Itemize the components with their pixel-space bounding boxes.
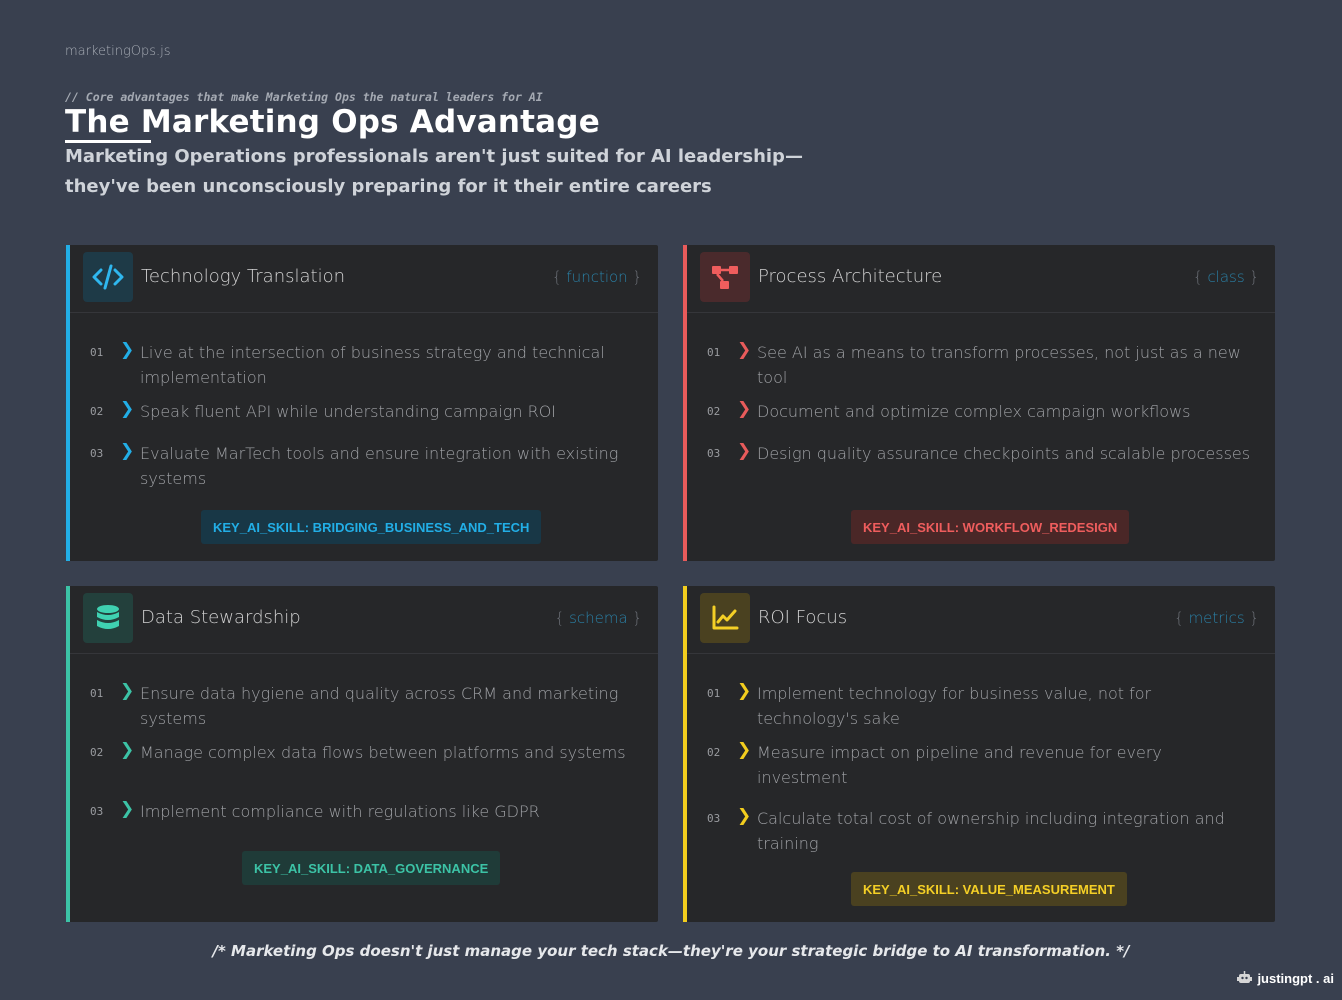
chevron-right-icon: ❯: [120, 399, 135, 419]
chevron-right-icon: ❯: [737, 806, 752, 826]
card-tag: { metrics }: [1174, 609, 1259, 627]
card-tag: { function }: [552, 268, 642, 286]
card-accent-bar: [66, 586, 70, 922]
card-title: Data Stewardship: [141, 607, 301, 628]
line-chart-icon: [700, 593, 750, 643]
card-header: ROI Focus { metrics }: [687, 586, 1275, 654]
chevron-right-icon: ❯: [120, 340, 135, 360]
card-process-architecture: Process Architecture { class } 01 ❯ See …: [683, 245, 1275, 561]
card-title: Process Architecture: [758, 266, 943, 287]
workflow-icon: [700, 252, 750, 302]
list-item: 02 ❯ Document and optimize complex campa…: [707, 399, 1191, 421]
card-accent-bar: [683, 245, 687, 561]
code-comment: // Core advantages that make Marketing O…: [65, 90, 543, 104]
card-roi-focus: ROI Focus { metrics } 01 ❯ Implement tec…: [683, 586, 1275, 922]
signature-text: justingpt . ai: [1257, 971, 1334, 986]
list-item: 01 ❯ See AI as a means to transform proc…: [707, 340, 1241, 387]
skill-badge: KEY_AI_SKILL: DATA_GOVERNANCE: [242, 851, 501, 885]
skill-badge: KEY_AI_SKILL: BRIDGING_BUSINESS_AND_TECH: [201, 510, 542, 544]
robot-icon: [1237, 970, 1253, 987]
page-title: The Marketing Ops Advantage: [65, 104, 600, 140]
list-item: 02 ❯ Measure impact on pipeline and reve…: [707, 740, 1162, 787]
card-accent-bar: [683, 586, 687, 922]
database-icon: [83, 593, 133, 643]
card-technology-translation: Technology Translation { function } 01 ❯…: [66, 245, 658, 561]
card-title: Technology Translation: [141, 266, 346, 287]
list-item: 01 ❯ Live at the intersection of busines…: [90, 340, 605, 387]
skill-badge: KEY_AI_SKILL: WORKFLOW_REDESIGN: [851, 510, 1130, 544]
card-tag: { class }: [1193, 268, 1259, 286]
chevron-right-icon: ❯: [120, 681, 135, 701]
list-item: 02 ❯ Manage complex data flows between p…: [90, 740, 626, 762]
card-header: Data Stewardship { schema }: [70, 586, 658, 654]
card-accent-bar: [66, 245, 70, 561]
footer-quote: /* Marketing Ops doesn't just manage you…: [212, 942, 1130, 960]
list-item: 03 ❯ Implement compliance with regulatio…: [90, 799, 540, 821]
card-title: ROI Focus: [758, 607, 848, 628]
skill-badge: KEY_AI_SKILL: VALUE_MEASUREMENT: [851, 872, 1127, 906]
list-item: 01 ❯ Implement technology for business v…: [707, 681, 1152, 728]
chevron-right-icon: ❯: [737, 740, 752, 760]
chevron-right-icon: ❯: [737, 441, 752, 461]
list-item: 01 ❯ Ensure data hygiene and quality acr…: [90, 681, 619, 728]
chevron-right-icon: ❯: [737, 399, 752, 419]
chevron-right-icon: ❯: [120, 740, 135, 760]
card-data-stewardship: Data Stewardship { schema } 01 ❯ Ensure …: [66, 586, 658, 922]
page-subtitle: Marketing Operations professionals aren'…: [65, 146, 803, 197]
chevron-right-icon: ❯: [120, 799, 135, 819]
card-tag: { schema }: [554, 609, 642, 627]
code-icon: [83, 252, 133, 302]
list-item: 02 ❯ Speak fluent API while understandin…: [90, 399, 557, 421]
chevron-right-icon: ❯: [737, 340, 752, 360]
list-item: 03 ❯ Design quality assurance checkpoint…: [707, 441, 1251, 463]
list-item: 03 ❯ Evaluate MarTech tools and ensure i…: [90, 441, 619, 488]
brand-label: marketingOps.js: [65, 44, 171, 59]
signature: justingpt . ai: [1237, 970, 1334, 987]
card-header: Technology Translation { function }: [70, 245, 658, 313]
chevron-right-icon: ❯: [737, 681, 752, 701]
card-header: Process Architecture { class }: [687, 245, 1275, 313]
title-underline: [65, 140, 151, 143]
list-item: 03 ❯ Calculate total cost of ownership i…: [707, 806, 1225, 853]
chevron-right-icon: ❯: [120, 441, 135, 461]
